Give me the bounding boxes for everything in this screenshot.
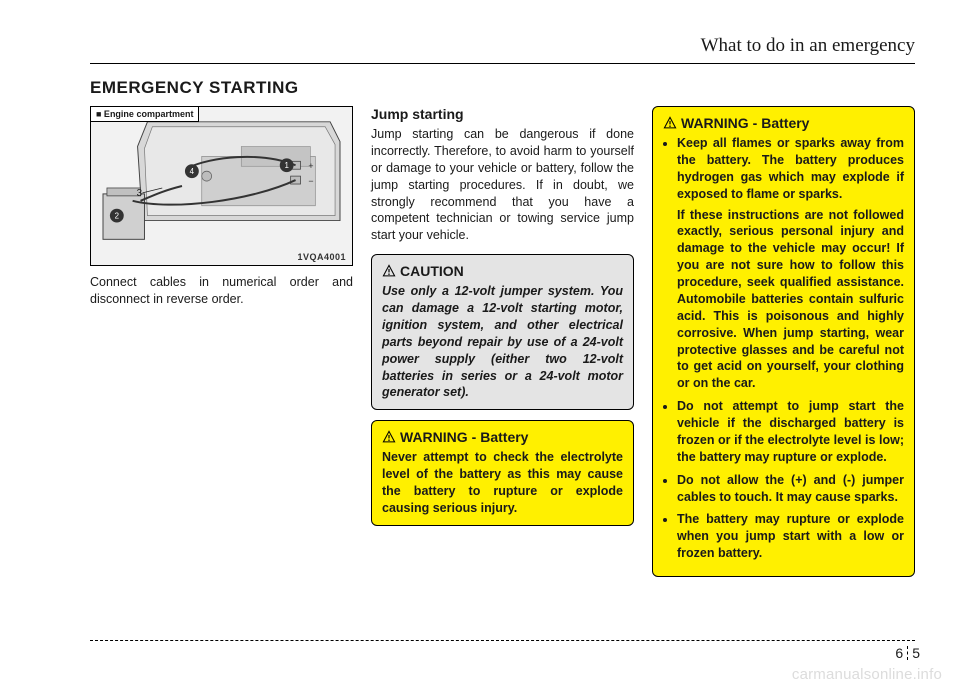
warning-bullet-4: The battery may rupture or explode when … xyxy=(677,511,904,562)
svg-text:+: + xyxy=(308,161,313,171)
warning-label-small: WARNING xyxy=(400,429,468,445)
section-title: EMERGENCY STARTING xyxy=(90,78,915,98)
chapter-title: What to do in an emergency xyxy=(90,35,915,64)
warning-triangle-icon xyxy=(663,116,677,130)
watermark: carmanualsonline.info xyxy=(792,666,942,683)
page-number-separator xyxy=(907,646,908,660)
warning-box-small: WARNING - Battery Never attempt to check… xyxy=(371,420,634,526)
warning-triangle-icon xyxy=(382,264,396,278)
warning-body-small: Never attempt to check the electrolyte l… xyxy=(382,449,623,517)
warning-suffix-small: - Battery xyxy=(472,429,529,445)
caution-label: CAUTION xyxy=(400,263,464,279)
warning-body-large: Keep all flames or sparks away from the … xyxy=(663,135,904,562)
jump-starting-paragraph: Jump starting can be dangerous if done i… xyxy=(371,126,634,244)
warning-label-large: WARNING xyxy=(681,115,749,131)
svg-text:1: 1 xyxy=(284,161,288,170)
warning-heading-large: WARNING - Battery xyxy=(663,115,904,131)
warning-bullet-3: Do not allow the (+) and (-) jumper cabl… xyxy=(677,472,904,506)
warning-box-large: WARNING - Battery Keep all flames or spa… xyxy=(652,106,915,577)
caution-box: CAUTION Use only a 12-volt jumper system… xyxy=(371,254,634,410)
figure-caption: ■ Engine compartment xyxy=(91,107,199,122)
svg-text:4: 4 xyxy=(190,167,195,176)
engine-diagram: + − 1 2 3 4 xyxy=(91,107,352,265)
svg-text:−: − xyxy=(308,176,313,186)
page-page-number: 5 xyxy=(912,645,920,661)
page-section-number: 6 xyxy=(895,645,903,661)
page-number: 6 5 xyxy=(895,645,920,661)
caution-body: Use only a 12-volt jumper system. You ca… xyxy=(382,283,623,401)
warning-heading-small: WARNING - Battery xyxy=(382,429,623,445)
caution-heading: CAUTION xyxy=(382,263,623,279)
warning-bullet-2: Do not attempt to jump start the vehicle… xyxy=(677,398,904,466)
svg-text:2: 2 xyxy=(115,212,119,221)
warning-triangle-icon xyxy=(382,430,396,444)
figure-note: Connect cables in numerical order and di… xyxy=(90,274,353,308)
warning-suffix-large: - Battery xyxy=(753,115,810,131)
warning-bullet-1b: If these instructions are not followed e… xyxy=(677,208,904,391)
warning-bullet-1a: Keep all flames or sparks away from the … xyxy=(677,136,904,201)
svg-text:3: 3 xyxy=(137,188,143,199)
figure-code: 1VQA4001 xyxy=(297,252,346,262)
jump-starting-heading: Jump starting xyxy=(371,106,634,122)
footer-divider xyxy=(90,640,915,641)
engine-compartment-figure: ■ Engine compartment + xyxy=(90,106,353,266)
